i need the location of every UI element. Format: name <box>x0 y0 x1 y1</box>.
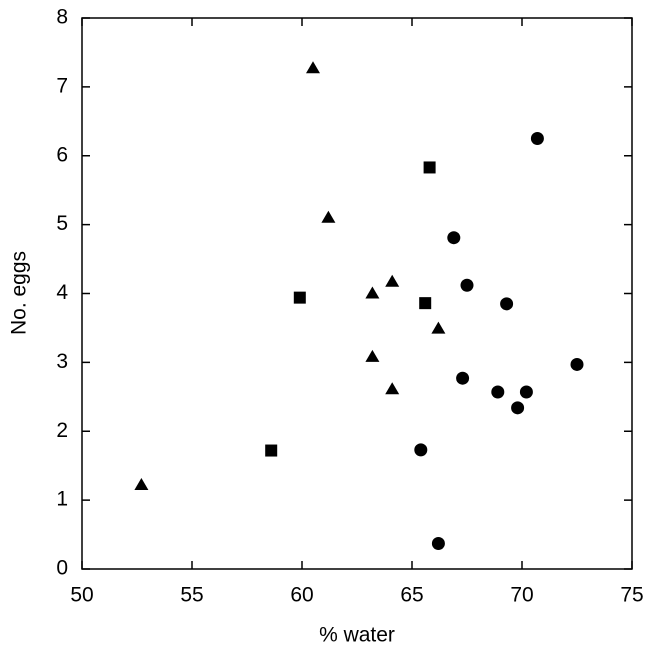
y-axis-label: No. eggs <box>8 251 31 335</box>
x-tick-label: 55 <box>180 584 203 607</box>
circle-point <box>460 278 474 292</box>
y-tick-label: 1 <box>56 488 68 511</box>
x-tick-label: 65 <box>400 584 423 607</box>
circle-point <box>519 385 533 399</box>
x-tick-label: 60 <box>290 584 313 607</box>
triangle-point <box>385 274 400 287</box>
circle-point <box>570 357 584 371</box>
square-point <box>293 291 306 304</box>
triangle-point <box>385 382 400 395</box>
y-tick-label: 6 <box>56 143 68 166</box>
circle-point <box>414 443 428 457</box>
x-tick-label: 50 <box>70 584 93 607</box>
y-tick-label: 7 <box>56 74 68 97</box>
y-tick-label: 4 <box>56 281 68 304</box>
y-tick-label: 0 <box>56 557 68 580</box>
y-tick-label: 5 <box>56 212 68 235</box>
plot-frame <box>81 17 633 570</box>
circle-point <box>456 371 470 385</box>
circle-point <box>431 537 445 551</box>
x-tick-label: 70 <box>510 584 533 607</box>
y-tick-label: 3 <box>56 350 68 373</box>
y-tick-label: 2 <box>56 419 68 442</box>
circle-point <box>511 401 525 415</box>
x-tick-label: 75 <box>620 584 643 607</box>
circle-point <box>447 231 461 245</box>
square-point <box>265 444 278 457</box>
y-tick-label: 8 <box>56 6 68 29</box>
triangle-point <box>431 321 446 334</box>
circle-point <box>500 297 514 311</box>
triangle-point <box>365 349 380 362</box>
square-point <box>423 161 436 174</box>
circle-point <box>491 385 505 399</box>
triangle-point <box>134 477 149 490</box>
triangle-point <box>321 210 336 223</box>
circle-point <box>530 132 544 146</box>
square-point <box>419 297 432 310</box>
x-axis-label: % water <box>319 624 395 647</box>
triangle-point <box>365 286 380 299</box>
triangle-point <box>306 61 320 74</box>
